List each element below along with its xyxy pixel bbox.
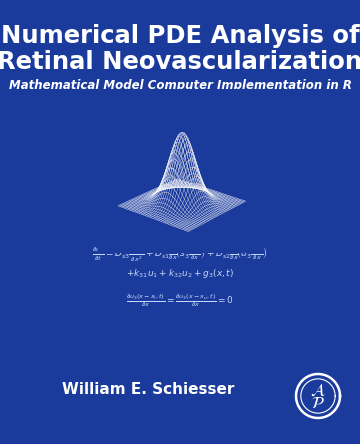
Text: $\mathcal{P}$: $\mathcal{P}$ (311, 394, 325, 412)
Text: Mathematical Model Computer Implementation in R: Mathematical Model Computer Implementati… (9, 79, 351, 92)
Text: $+k_{31}u_1 + k_{32}u_2 + g_3(x,t)$: $+k_{31}u_1 + k_{32}u_2 + g_3(x,t)$ (126, 267, 234, 281)
Text: $\mathcal{A}$: $\mathcal{A}$ (310, 381, 326, 399)
Text: William E. Schiesser: William E. Schiesser (62, 381, 234, 396)
Text: $\frac{\partial u_3}{\partial t} = D_{s3}\frac{\partial^2 u_3}{\partial x^2} + D: $\frac{\partial u_3}{\partial t} = D_{s3… (93, 244, 267, 264)
Text: Retinal Neovascularization: Retinal Neovascularization (0, 50, 360, 74)
Text: Numerical PDE Analysis of: Numerical PDE Analysis of (1, 24, 359, 48)
Text: $\frac{\partial u_3(x-x_l,t)}{\partial x} = \frac{\partial u_3(x-x_u,t)}{\partia: $\frac{\partial u_3(x-x_l,t)}{\partial x… (126, 293, 234, 309)
